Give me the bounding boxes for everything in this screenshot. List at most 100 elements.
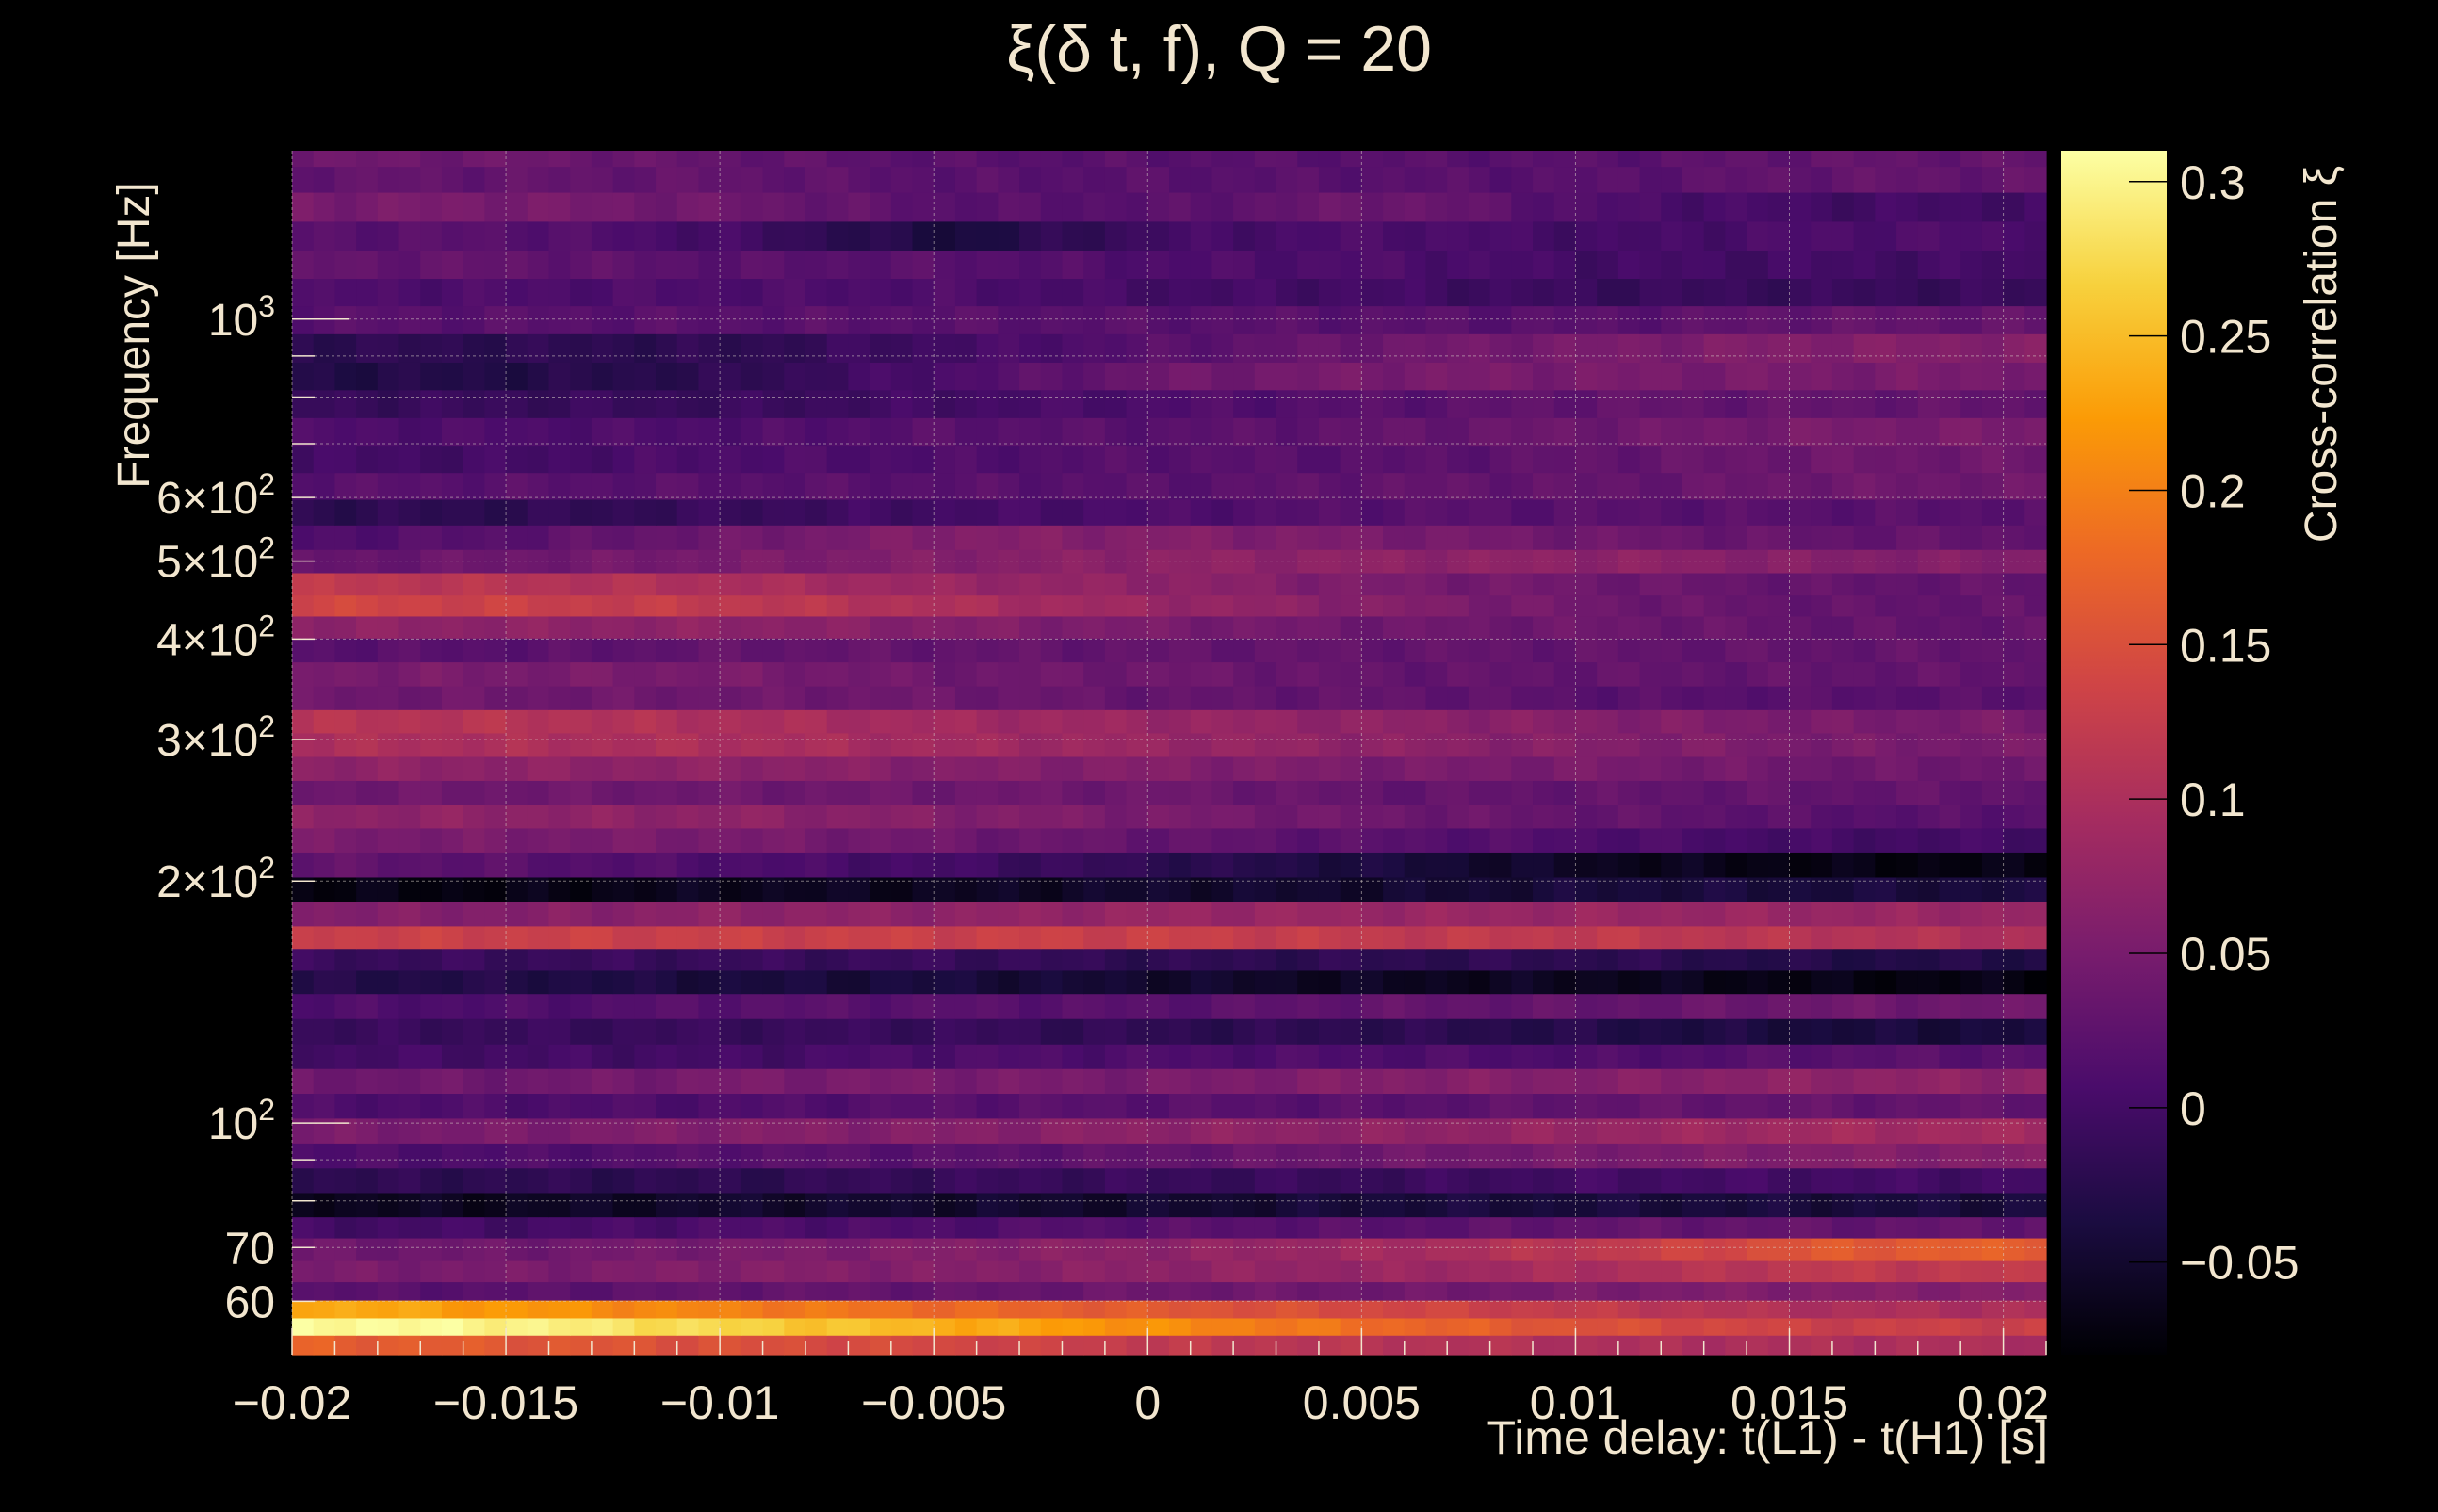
heatmap-cell xyxy=(1318,1143,1341,1169)
heatmap-cell xyxy=(1511,948,1534,971)
heatmap-cell xyxy=(1533,1317,1555,1336)
colorbar-tick-label: 0 xyxy=(2180,1082,2206,1135)
heatmap-cell xyxy=(1575,333,1598,363)
heatmap-cell xyxy=(1211,472,1234,500)
heatmap-cell xyxy=(1831,1167,1855,1194)
heatmap-cell xyxy=(548,472,571,500)
heatmap-cell xyxy=(612,852,635,878)
heatmap-cell xyxy=(954,1192,978,1218)
heatmap-cell xyxy=(1789,1192,1812,1218)
heatmap-cell xyxy=(1169,1117,1192,1144)
heatmap-cell xyxy=(1062,1281,1084,1301)
heatmap-cell xyxy=(762,1018,785,1045)
heatmap-cell xyxy=(1703,732,1726,757)
heatmap-cell xyxy=(1831,417,1855,447)
heatmap-cell xyxy=(934,902,956,927)
heatmap-cell xyxy=(1169,756,1192,781)
heatmap-cell xyxy=(1425,1192,1448,1218)
heatmap-cell xyxy=(1853,1044,1876,1069)
heatmap-cell xyxy=(634,1300,657,1319)
heatmap-cell xyxy=(1703,417,1726,447)
heatmap-cell xyxy=(954,498,978,526)
heatmap-cell xyxy=(890,151,914,168)
heatmap-cell xyxy=(1254,1192,1277,1218)
heatmap-cell xyxy=(1062,472,1084,500)
heatmap-cell xyxy=(1661,594,1683,617)
heatmap-cell xyxy=(1767,804,1791,829)
heatmap-cell xyxy=(1447,333,1470,363)
heatmap-cell xyxy=(1425,993,1448,1019)
heatmap-cell xyxy=(441,686,464,710)
heatmap-cell xyxy=(784,1068,806,1094)
heatmap-cell xyxy=(1767,1260,1791,1283)
heatmap-cell xyxy=(1404,472,1427,500)
heatmap-cell xyxy=(1725,1068,1747,1094)
heatmap-cell xyxy=(1019,1117,1042,1144)
x-tick-label: 0.005 xyxy=(1303,1376,1421,1429)
heatmap-cell xyxy=(1875,948,1897,971)
heatmap-cell xyxy=(870,1143,892,1169)
heatmap-cell xyxy=(740,1192,764,1218)
heatmap-cell xyxy=(1939,1117,1961,1144)
heatmap-cell xyxy=(1019,1068,1042,1094)
heatmap-cell xyxy=(1682,166,1705,193)
heatmap-cell xyxy=(848,1317,870,1336)
heatmap-cell xyxy=(1831,305,1855,334)
heatmap-cell xyxy=(1811,333,1833,363)
heatmap-cell xyxy=(1404,572,1427,596)
heatmap-cell xyxy=(1682,1317,1705,1336)
heatmap-cell xyxy=(998,472,1020,500)
y-axis-label: Frequency [Hz] xyxy=(109,182,159,488)
heatmap-cell xyxy=(527,1093,550,1119)
heatmap-cell xyxy=(1126,661,1148,687)
heatmap-cell xyxy=(676,278,700,307)
heatmap-cell xyxy=(1447,1335,1470,1356)
heatmap-cell xyxy=(1040,948,1064,971)
heatmap-cell xyxy=(1361,1018,1384,1045)
heatmap-cell xyxy=(1318,1117,1341,1144)
heatmap-cell xyxy=(698,333,721,363)
heatmap-cell xyxy=(1789,445,1812,474)
heatmap-cell xyxy=(334,756,357,781)
heatmap-cell xyxy=(976,525,999,550)
heatmap-cell xyxy=(1789,1117,1812,1144)
heatmap-cell xyxy=(548,1044,571,1069)
heatmap-cell xyxy=(784,948,806,971)
heatmap-cell xyxy=(998,1068,1020,1094)
heatmap-cell xyxy=(1875,1143,1897,1169)
heatmap-cell xyxy=(1361,305,1384,334)
heatmap-cell xyxy=(912,498,935,526)
heatmap-cell xyxy=(1126,638,1148,663)
heatmap-cell xyxy=(934,993,956,1019)
heatmap-cell xyxy=(1019,709,1042,734)
heatmap-cell xyxy=(612,804,635,829)
heatmap-cell xyxy=(1211,1143,1234,1169)
heatmap-cell xyxy=(1639,993,1662,1019)
heatmap-cell xyxy=(591,1143,614,1169)
heatmap-cell xyxy=(1767,333,1791,363)
heatmap-cell xyxy=(1489,1093,1512,1119)
heatmap-cell xyxy=(1811,389,1833,418)
heatmap-cell xyxy=(762,220,785,251)
heatmap-cell xyxy=(1617,638,1641,663)
heatmap-cell xyxy=(506,902,528,927)
heatmap-cell xyxy=(1276,709,1298,734)
heatmap-cell xyxy=(1747,191,1769,222)
heatmap-cell xyxy=(870,615,892,639)
heatmap-cell xyxy=(1233,417,1256,447)
heatmap-cell xyxy=(1617,969,1641,995)
heatmap-cell xyxy=(484,594,507,617)
heatmap-cell xyxy=(762,472,785,500)
heatmap-cell xyxy=(1383,661,1406,687)
heatmap-cell xyxy=(1661,827,1683,853)
heatmap-cell xyxy=(890,572,914,596)
heatmap-cell xyxy=(1981,732,2005,757)
heatmap-cell xyxy=(463,661,485,687)
heatmap-cell xyxy=(1489,852,1512,878)
heatmap-cell xyxy=(784,220,806,251)
heatmap-cell xyxy=(826,1335,849,1356)
heatmap-cell xyxy=(1489,1117,1512,1144)
heatmap-cell xyxy=(1575,1300,1598,1319)
heatmap-cell xyxy=(1489,1143,1512,1169)
heatmap-cell xyxy=(1617,1335,1641,1356)
